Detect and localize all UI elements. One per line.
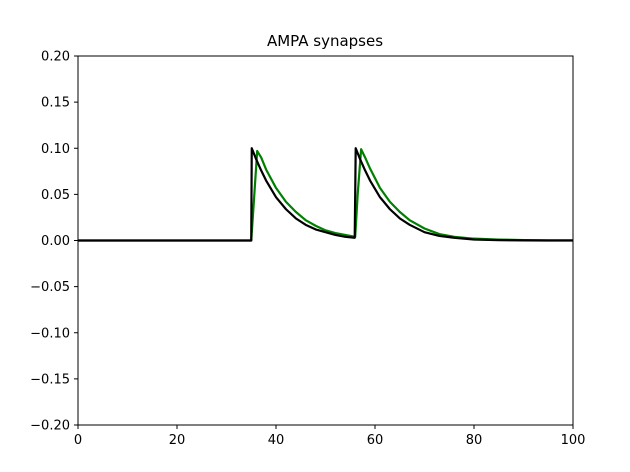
- chart-title: AMPA synapses: [267, 32, 383, 50]
- y-tick-label: 0.05: [41, 188, 70, 203]
- y-tick-label: −0.20: [30, 419, 70, 434]
- y-tick-label: −0.05: [30, 280, 70, 295]
- series-line-2: [78, 147, 573, 242]
- x-axis: 0 20 40 60 80 100: [74, 425, 586, 448]
- y-tick-label: 0.10: [41, 142, 70, 157]
- y-tick-label: 0.00: [41, 234, 70, 249]
- y-tick-label: 0.20: [41, 50, 70, 65]
- y-tick-label: −0.15: [30, 372, 70, 387]
- x-tick-label: 80: [466, 433, 483, 448]
- x-tick-label: 20: [169, 433, 186, 448]
- x-tick-label: 40: [268, 433, 285, 448]
- y-axis: −0.20 −0.15 −0.10 −0.05 0.00 0.05 0.10 0.15 0.20: [30, 50, 78, 434]
- series-layer: [78, 147, 574, 242]
- x-tick-label: 0: [74, 433, 82, 448]
- series-line-1: [78, 148, 574, 242]
- x-tick-label: 100: [561, 433, 586, 448]
- y-tick-label: −0.10: [30, 326, 70, 341]
- y-tick-label: 0.15: [41, 96, 70, 111]
- x-tick-label: 60: [367, 433, 384, 448]
